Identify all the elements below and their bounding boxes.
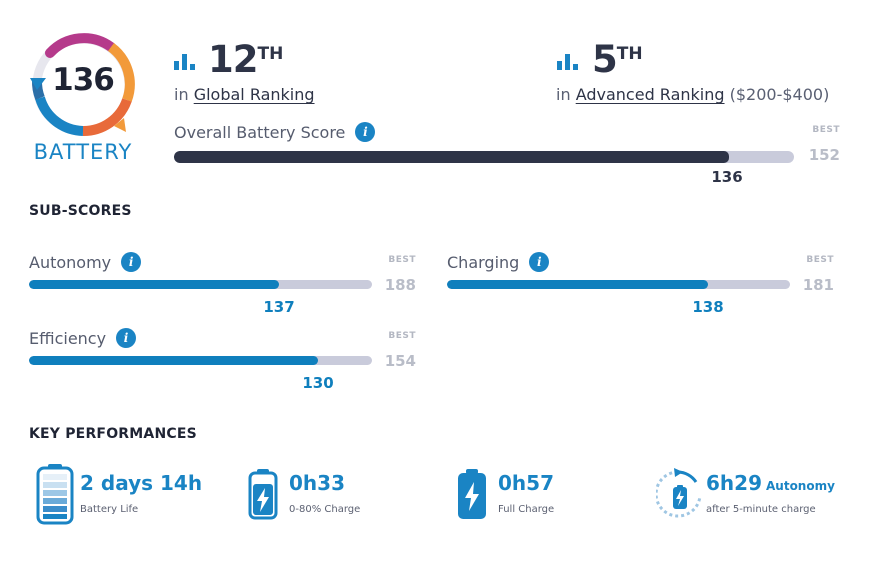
quick-charge-value-text: 6h29: [706, 471, 762, 495]
battery-score-badge-icon: [30, 33, 135, 137]
global-ranking-link[interactable]: Global Ranking: [193, 85, 315, 104]
advanced-ranking-prefix: in: [556, 85, 571, 104]
overall-score-label: Overall Battery Score i: [174, 122, 376, 142]
efficiency-best-caption: BEST: [388, 331, 416, 341]
quick-charge-icon: [656, 468, 702, 518]
autonomy-best-caption: BEST: [388, 255, 416, 265]
overall-info-icon[interactable]: i: [355, 122, 376, 142]
battery-charging-icon: [248, 469, 278, 520]
charging-best-value: 181: [802, 276, 834, 294]
overall-score-bar: [174, 151, 794, 163]
quick-charge-suffix: Autonomy: [766, 479, 835, 493]
overall-score-bar-fill: [174, 151, 729, 163]
global-rank: 12 TH: [208, 38, 283, 81]
overall-score-label-text: Overall Battery Score: [174, 122, 346, 142]
advanced-ranking-link[interactable]: Advanced Ranking: [575, 85, 725, 104]
charging-bar-fill: [447, 280, 709, 289]
charging-info-icon[interactable]: i: [529, 252, 550, 272]
charge-80-caption: 0-80% Charge: [289, 504, 361, 515]
battery-life-caption: Battery Life: [80, 504, 139, 515]
battery-label: BATTERY: [33, 140, 133, 164]
overall-score-value: 136: [711, 168, 743, 186]
advanced-ranking-range: ($200-$400): [729, 85, 830, 104]
charging-value: 138: [692, 298, 724, 316]
autonomy-bar-fill: [29, 280, 280, 289]
efficiency-best-value: 154: [384, 352, 416, 370]
overall-best-value: 152: [808, 146, 840, 164]
advanced-ranking-line: in Advanced Ranking ($200-$400): [556, 85, 829, 104]
efficiency-bar-fill: [29, 356, 319, 365]
battery-score-value: 136: [52, 62, 115, 98]
efficiency-value: 130: [302, 374, 334, 392]
autonomy-value: 137: [263, 298, 295, 316]
efficiency-label-text: Efficiency: [29, 328, 107, 348]
autonomy-bar: [29, 280, 372, 289]
advanced-rank: 5 TH: [592, 38, 643, 81]
charging-best-caption: BEST: [806, 255, 834, 265]
battery-full-icon: [36, 464, 74, 525]
efficiency-label: Efficiency i: [29, 328, 137, 348]
advanced-ranking-icon: [557, 52, 579, 74]
overall-best-caption: BEST: [812, 125, 840, 135]
global-ranking-prefix: in: [174, 85, 189, 104]
subscores-title: SUB-SCORES: [29, 203, 132, 219]
key-performances-title: KEY PERFORMANCES: [29, 426, 197, 442]
efficiency-info-icon[interactable]: i: [116, 328, 137, 348]
charging-label: Charging i: [447, 252, 550, 272]
autonomy-info-icon[interactable]: i: [121, 252, 142, 272]
global-rank-suffix: TH: [257, 44, 284, 64]
subscore-charging: Charging i BEST 181 138: [447, 252, 837, 322]
subscore-efficiency: Efficiency i BEST 154 130: [29, 328, 419, 398]
advanced-rank-suffix: TH: [616, 44, 643, 64]
global-ranking-line: in Global Ranking: [174, 85, 315, 104]
autonomy-label: Autonomy i: [29, 252, 142, 272]
full-charge-caption: Full Charge: [498, 504, 555, 515]
advanced-rank-number: 5: [592, 38, 618, 81]
full-charge-value: 0h57: [498, 471, 554, 495]
quick-charge-value: 6h29 Autonomy: [706, 471, 835, 495]
battery-bolt-icon: [458, 469, 486, 519]
charging-label-text: Charging: [447, 252, 520, 272]
battery-life-value: 2 days 14h: [80, 471, 203, 495]
charge-80-value: 0h33: [289, 471, 345, 495]
autonomy-label-text: Autonomy: [29, 252, 112, 272]
global-rank-number: 12: [208, 38, 258, 81]
autonomy-best-value: 188: [384, 276, 416, 294]
subscore-autonomy: Autonomy i BEST 188 137: [29, 252, 419, 322]
efficiency-bar: [29, 356, 372, 365]
global-ranking-icon: [174, 52, 196, 74]
charging-bar: [447, 280, 790, 289]
quick-charge-caption: after 5-minute charge: [706, 504, 816, 515]
